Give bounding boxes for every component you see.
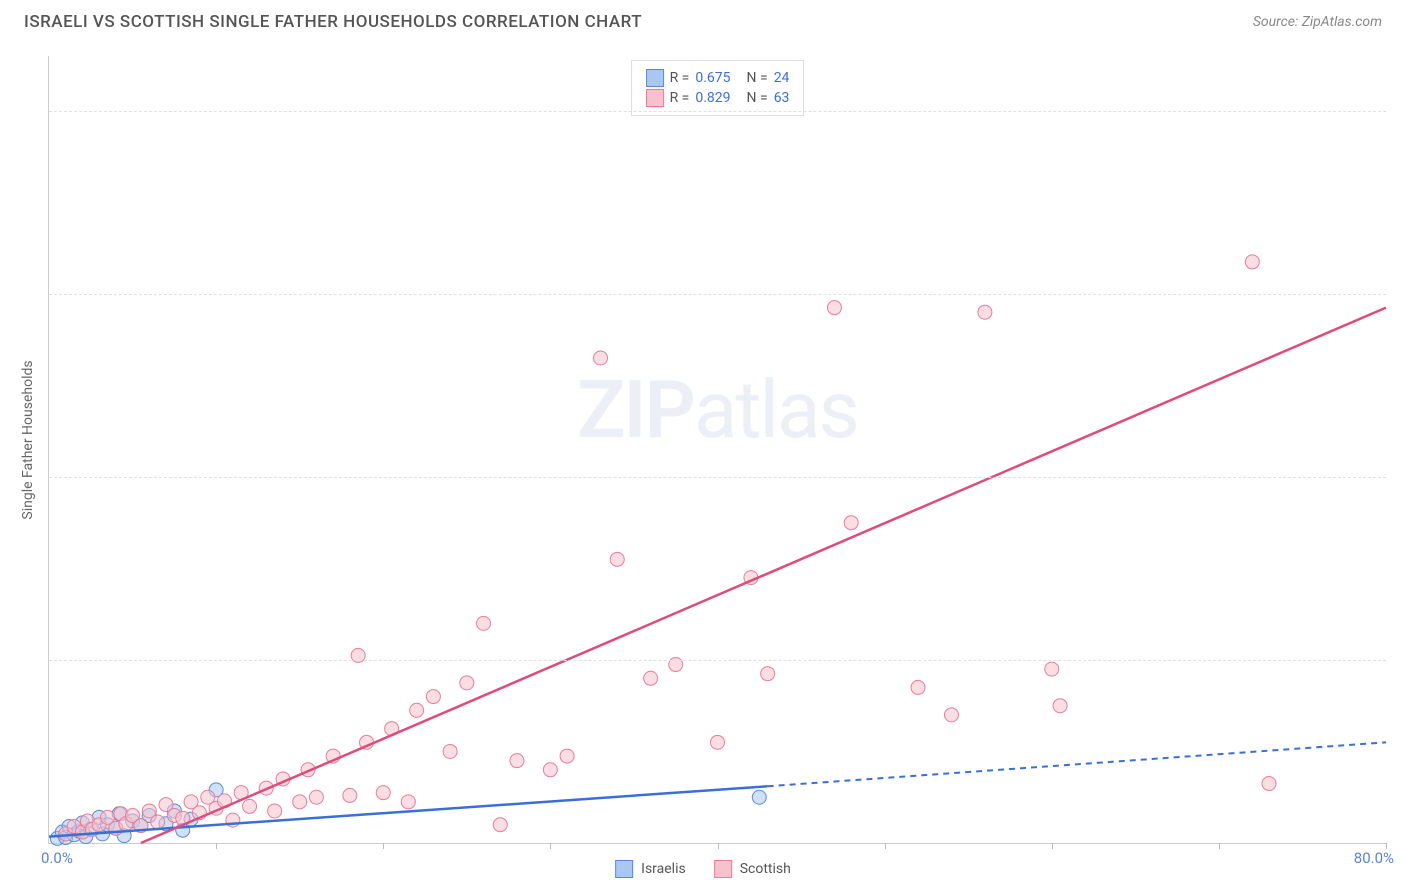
y-axis-label: Single Father Households bbox=[20, 360, 36, 519]
gridline bbox=[49, 477, 1386, 478]
data-point bbox=[343, 788, 357, 802]
data-point bbox=[711, 735, 725, 749]
gridline bbox=[49, 294, 1386, 295]
data-point bbox=[510, 754, 524, 768]
x-tick-mark bbox=[383, 843, 384, 849]
data-point bbox=[752, 790, 766, 804]
trend-line-dashed bbox=[768, 742, 1386, 786]
gridline bbox=[49, 660, 1386, 661]
data-point bbox=[268, 804, 282, 818]
x-tick-mark bbox=[1219, 843, 1220, 849]
swatch-icon bbox=[615, 860, 633, 878]
source-label: Source: ZipAtlas.com bbox=[1253, 14, 1382, 30]
data-point bbox=[1045, 662, 1059, 676]
data-point bbox=[827, 301, 841, 315]
x-tick-label: 80.0% bbox=[1354, 849, 1394, 867]
swatch-icon bbox=[714, 860, 732, 878]
data-point bbox=[644, 671, 658, 685]
header: ISRAELI VS SCOTTISH SINGLE FATHER HOUSEH… bbox=[0, 0, 1406, 36]
data-point bbox=[443, 744, 457, 758]
data-point bbox=[376, 786, 390, 800]
legend-item: Israelis bbox=[615, 860, 686, 878]
data-point bbox=[1053, 699, 1067, 713]
data-point bbox=[293, 795, 307, 809]
trend-line bbox=[49, 786, 768, 836]
data-point bbox=[460, 676, 474, 690]
x-tick-mark bbox=[550, 843, 551, 849]
chart-title: ISRAELI VS SCOTTISH SINGLE FATHER HOUSEH… bbox=[24, 12, 642, 32]
data-point bbox=[401, 795, 415, 809]
x-tick-mark bbox=[1052, 843, 1053, 849]
trend-line bbox=[141, 308, 1386, 843]
data-point bbox=[594, 351, 608, 365]
data-point bbox=[944, 708, 958, 722]
x-tick-mark bbox=[216, 843, 217, 849]
data-point bbox=[477, 616, 491, 630]
data-point bbox=[243, 799, 257, 813]
data-point bbox=[410, 703, 424, 717]
x-tick-label: 0.0% bbox=[41, 849, 73, 867]
legend-item: Scottish bbox=[714, 860, 791, 878]
data-point bbox=[978, 305, 992, 319]
data-point bbox=[610, 552, 624, 566]
x-tick-mark bbox=[718, 843, 719, 849]
scatter-plot bbox=[49, 56, 1386, 843]
data-point bbox=[560, 749, 574, 763]
gridline bbox=[49, 111, 1386, 112]
data-point bbox=[543, 763, 557, 777]
data-point bbox=[309, 790, 323, 804]
data-point bbox=[844, 516, 858, 530]
series-legend: Israelis Scottish bbox=[615, 860, 791, 878]
data-point bbox=[151, 815, 165, 829]
x-tick-mark bbox=[885, 843, 886, 849]
data-point bbox=[911, 680, 925, 694]
chart-area: ZIPatlas R = 0.675 N = 24 R = 0.829 N = … bbox=[48, 56, 1386, 844]
data-point bbox=[1262, 777, 1276, 791]
data-point bbox=[761, 667, 775, 681]
data-point bbox=[493, 818, 507, 832]
data-point bbox=[1245, 255, 1259, 269]
data-point bbox=[426, 690, 440, 704]
x-tick-mark bbox=[1386, 843, 1387, 849]
